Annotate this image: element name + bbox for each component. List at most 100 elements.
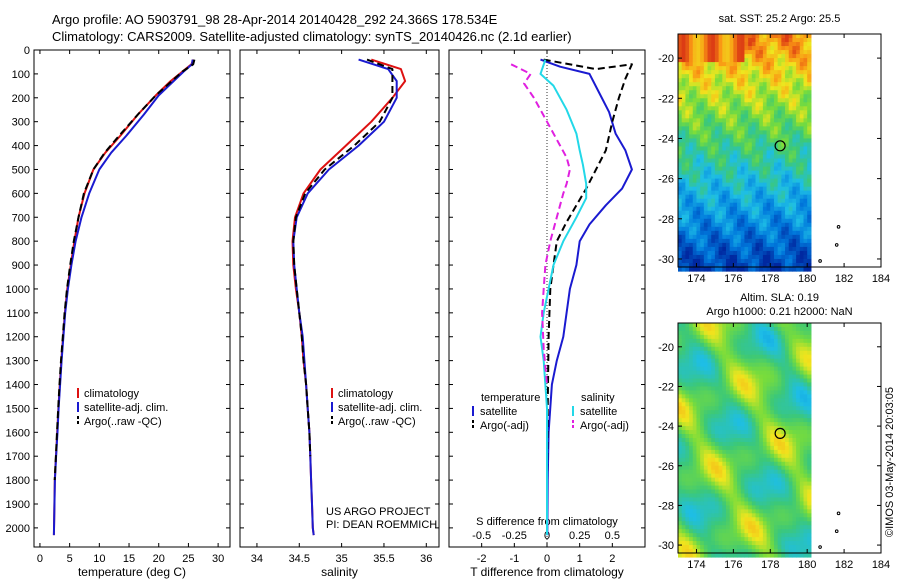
map-cell [748, 258, 753, 264]
map-cell [788, 150, 794, 156]
map-cell [751, 445, 757, 451]
map-cell [729, 46, 734, 51]
map-cell [759, 493, 764, 499]
map-cell [766, 481, 771, 487]
map-cell [689, 114, 694, 119]
map-cell [718, 449, 723, 455]
map-cell [807, 334, 812, 340]
map-cell [744, 485, 749, 491]
map-cell [700, 158, 705, 164]
map-cell [740, 323, 746, 328]
map-cell [773, 218, 779, 224]
legend-label: climatology [338, 388, 394, 400]
map-cell [807, 110, 812, 115]
map-cell [759, 422, 764, 427]
map-cell [770, 426, 775, 431]
map-cell [744, 434, 749, 439]
map-cell [692, 434, 698, 439]
map-cell [692, 246, 698, 252]
map-cell [807, 414, 812, 419]
map-cell [689, 182, 694, 188]
map-cell [807, 214, 812, 220]
map-cell [762, 473, 768, 479]
map-cell [714, 210, 720, 216]
map-cell [803, 438, 808, 443]
map-cell [788, 390, 794, 395]
map-cell [689, 246, 694, 252]
map-cell [718, 190, 723, 196]
map-cell [755, 202, 760, 208]
map-cell [711, 206, 716, 212]
map-cell [788, 545, 794, 550]
map-cell [722, 370, 727, 376]
map-cell [770, 178, 775, 184]
map-cell [733, 106, 738, 111]
map-cell [703, 262, 709, 268]
map-cell [755, 118, 760, 123]
map-cell [799, 406, 805, 411]
map-cell [678, 198, 683, 204]
map-cell [678, 222, 683, 228]
map-cell [770, 342, 775, 348]
map-cell [740, 190, 746, 196]
map-cell [733, 198, 738, 204]
map-cell [755, 258, 760, 264]
map-cell [678, 323, 683, 328]
map-cell [725, 545, 731, 550]
map-cell [725, 66, 731, 71]
s-tick-label: 0.25 [569, 530, 590, 542]
map-cell [740, 489, 746, 495]
map-cell [748, 469, 753, 475]
map-cell [703, 154, 709, 160]
map-cell [759, 182, 764, 188]
map-cell [755, 254, 760, 260]
map-cell [773, 250, 779, 256]
map-cell [737, 138, 742, 144]
map-cell [744, 390, 749, 395]
map-cell [759, 246, 764, 252]
imos-stamp: ©IMOS 03-May-2014 20:03:05 [880, 372, 900, 552]
map-cell [725, 406, 731, 411]
map-cell [744, 457, 749, 463]
map-cell [696, 525, 701, 530]
map-cell [748, 545, 753, 550]
map-cell [755, 222, 760, 228]
map-cell [762, 66, 768, 71]
map-cell [707, 110, 712, 115]
map-cell [689, 58, 694, 63]
map-cell [796, 238, 801, 244]
map-cell [788, 406, 794, 411]
map-cell [689, 418, 694, 423]
map-cell [707, 402, 712, 407]
map-cell [755, 54, 760, 59]
map-cell [751, 334, 757, 340]
map-cell [740, 267, 746, 272]
map-cell [718, 110, 723, 115]
map-cell [751, 469, 757, 475]
map-cell [762, 258, 768, 264]
map-cell [737, 226, 742, 232]
map-cell [700, 549, 705, 554]
map-cell [759, 82, 764, 87]
map-cell [744, 326, 749, 332]
map-cell [796, 54, 801, 59]
map-cell [788, 414, 794, 419]
annotation-text: US ARGO PROJECT [326, 506, 431, 518]
map-cell [796, 42, 801, 47]
map-cell [737, 370, 742, 376]
map-cell [792, 394, 797, 399]
map-cell [703, 114, 709, 119]
map-cell [678, 461, 683, 467]
map-cell [729, 102, 734, 107]
map-cell [744, 406, 749, 411]
map-cell [725, 150, 731, 156]
map-cell [740, 258, 746, 264]
map-cell [711, 390, 716, 395]
map-cell [681, 186, 686, 192]
map-cell [685, 218, 690, 224]
map-cell [696, 166, 701, 172]
map-cell [748, 338, 753, 344]
map-cell [781, 86, 786, 91]
map-cell [777, 517, 782, 522]
map-cell [692, 354, 698, 360]
